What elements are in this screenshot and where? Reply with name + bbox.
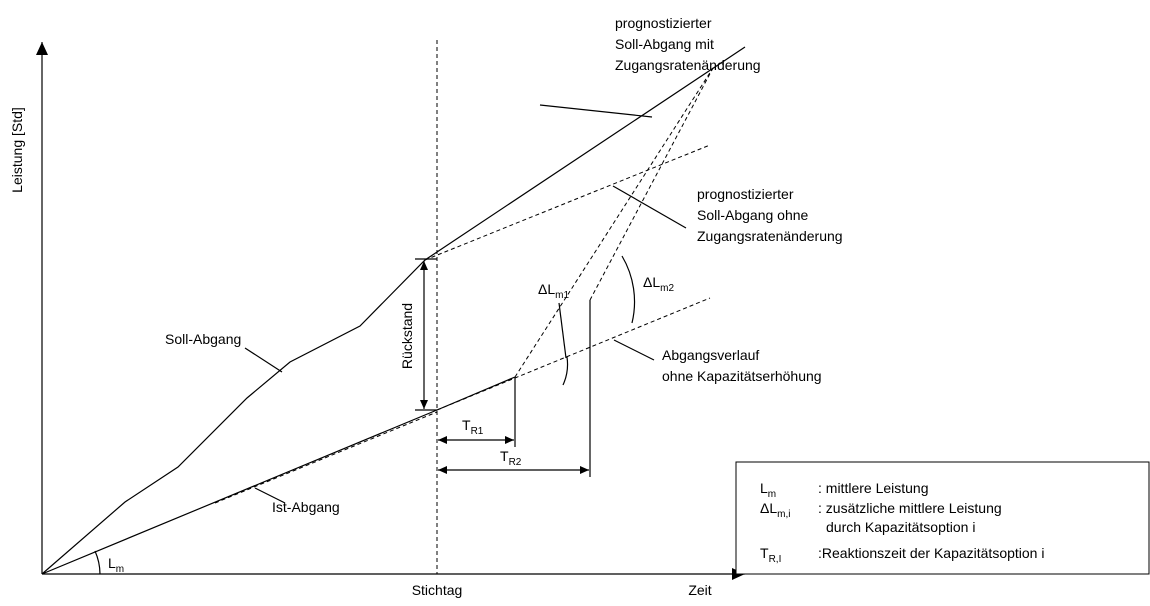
legend-text: :Reaktionszeit der Kapazitätsoption i bbox=[818, 545, 1044, 561]
legend-symbol: Lm bbox=[760, 480, 776, 500]
dlm2-arc bbox=[621, 255, 636, 324]
tr2-label: TR2 bbox=[500, 448, 522, 468]
option1-line bbox=[514, 67, 714, 378]
prognose-ohne-line bbox=[424, 144, 711, 261]
dlm2-label: ΔLm2 bbox=[643, 274, 674, 294]
ist-trend bbox=[214, 411, 438, 504]
abgangsverlauf-line bbox=[436, 297, 711, 411]
lm-label: Lm bbox=[108, 555, 124, 575]
abgang-leader bbox=[613, 339, 655, 361]
legend-text: : zusätzliche mittlere Leistung durch Kap… bbox=[818, 500, 1002, 535]
legend-symbol: ΔLm,i bbox=[760, 500, 790, 520]
rueckstand-label: Rückstand bbox=[399, 303, 415, 369]
prog-ohne-leader bbox=[612, 185, 687, 229]
legend-text: : mittlere Leistung bbox=[818, 480, 929, 496]
dlm1-arc bbox=[562, 356, 569, 386]
prog-mit-label: prognostizierter Soll-Abgang mit Zugangsra… bbox=[615, 15, 761, 73]
prog-ohne-label: prognostizierter Soll-Abgang ohne Zugangsr… bbox=[697, 186, 843, 244]
soll-leader bbox=[244, 347, 283, 373]
soll-label: Soll-Abgang bbox=[165, 331, 241, 347]
tr1-label: TR1 bbox=[462, 417, 484, 437]
ist-leader bbox=[254, 487, 286, 504]
x-axis-label: Zeit bbox=[688, 582, 711, 598]
legend-box bbox=[735, 461, 1150, 575]
dlm1-label: ΔLm1 bbox=[538, 281, 569, 301]
legend-symbol: TR,I bbox=[760, 545, 781, 565]
soll-abgang-line bbox=[41, 46, 746, 575]
lm-arc bbox=[94, 550, 101, 575]
abgang-label: Abgangsverlauf ohne Kapazitätserhöhung bbox=[662, 347, 822, 384]
prog-mit-leader bbox=[539, 104, 653, 118]
dlm1-leader bbox=[558, 302, 567, 359]
option2-line bbox=[589, 67, 714, 301]
ist-abgang-line bbox=[41, 376, 516, 575]
y-axis-label: Leistung [Std] bbox=[9, 107, 25, 193]
ist-label: Ist-Abgang bbox=[272, 499, 340, 515]
stichtag-label: Stichtag bbox=[412, 582, 463, 598]
